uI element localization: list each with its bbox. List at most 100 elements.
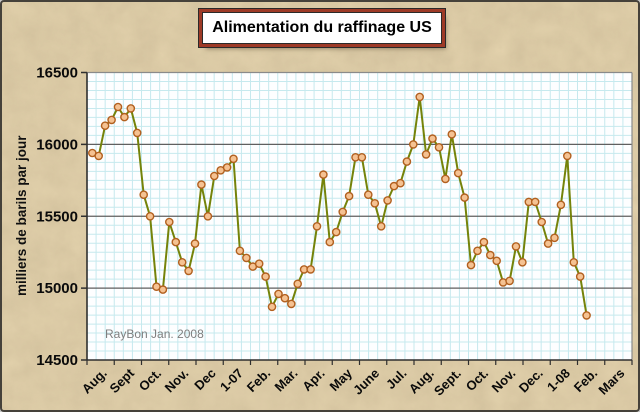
data-point-marker <box>222 163 232 172</box>
x-tick-label: Nov. <box>162 366 192 396</box>
data-point-marker <box>479 237 489 247</box>
data-point-marker <box>492 256 502 266</box>
data-point-marker <box>569 257 579 267</box>
x-tick-label: Nov. <box>489 366 519 396</box>
data-point-marker <box>120 112 129 122</box>
data-point-marker <box>530 197 540 207</box>
data-point-marker <box>286 299 296 309</box>
data-point-marker <box>441 174 450 184</box>
x-tick-label: Dec. <box>516 366 546 396</box>
data-point-marker <box>376 221 386 231</box>
data-point-marker <box>184 266 193 276</box>
data-point-marker <box>242 253 251 263</box>
x-tick-label: Mars <box>595 366 627 398</box>
data-point-marker <box>511 242 521 251</box>
y-tick-label: 14500 <box>36 352 78 369</box>
data-point-marker <box>453 168 463 178</box>
data-point-marker <box>518 257 527 267</box>
x-tick-label: Mar. <box>271 366 300 395</box>
data-point-marker <box>485 250 495 260</box>
data-point-marker <box>209 171 219 181</box>
data-point-marker <box>363 190 373 199</box>
data-point-marker <box>421 150 431 159</box>
x-tick-label: Oct. <box>136 366 164 394</box>
data-point-marker <box>338 207 348 217</box>
data-point-markers <box>88 92 591 320</box>
data-point-marker <box>344 191 354 201</box>
data-point-marker <box>267 302 277 312</box>
data-point-marker <box>550 233 559 243</box>
data-point-marker <box>402 157 412 166</box>
data-point-marker <box>100 121 110 130</box>
x-tick-label: Oct. <box>463 366 491 394</box>
data-point-marker <box>357 152 367 162</box>
data-point-marker <box>428 134 437 143</box>
data-point-marker <box>132 128 142 138</box>
data-point-marker <box>505 276 514 286</box>
data-point-marker <box>447 129 457 139</box>
y-tick-labels: 16500 16000 15500 15000 14500 <box>36 65 87 369</box>
data-point-marker <box>177 257 187 267</box>
data-point-marker <box>280 293 290 303</box>
chart-title: Alimentation du raffinage US <box>212 19 432 36</box>
data-point-marker <box>319 170 328 179</box>
data-point-marker <box>164 217 174 227</box>
major-gridlines <box>87 143 632 289</box>
data-point-marker <box>190 239 200 248</box>
data-point-marker <box>145 211 155 221</box>
data-point-marker <box>203 211 213 221</box>
y-axis-title: milliers de barils par jour <box>14 135 29 296</box>
data-point-marker <box>537 217 547 227</box>
y-tick-label: 15500 <box>36 208 78 225</box>
data-point-marker <box>235 246 245 256</box>
data-point-marker <box>113 102 123 112</box>
data-point-marker <box>171 237 181 247</box>
data-point-marker <box>556 200 566 210</box>
data-point-marker <box>466 260 476 270</box>
data-point-marker <box>370 198 380 208</box>
data-point-marker <box>261 272 270 281</box>
data-point-marker <box>306 265 315 274</box>
data-point-marker <box>415 92 425 102</box>
data-point-marker <box>139 190 148 199</box>
x-tick-label: 1-07 <box>217 366 246 395</box>
data-point-marker <box>383 196 392 205</box>
data-point-marker <box>473 246 482 256</box>
data-point-marker <box>126 104 136 113</box>
watermark-text: RayBon Jan. 2008 <box>105 327 204 341</box>
data-point-marker <box>543 239 553 248</box>
x-tick-label: May <box>327 365 356 394</box>
x-tick-label: 1-08 <box>544 366 573 395</box>
data-point-marker <box>460 193 469 202</box>
x-tick-label: Aug. <box>406 366 437 397</box>
data-point-marker <box>408 140 418 149</box>
x-tick-label: Dec <box>191 366 218 393</box>
x-tick-label: Aug. <box>79 366 110 397</box>
x-tick-label: Sept. <box>431 366 464 399</box>
data-point-marker <box>434 142 444 152</box>
data-point-marker <box>563 151 572 161</box>
data-point-marker <box>274 289 283 299</box>
data-point-marker <box>582 311 591 320</box>
data-point-marker <box>575 272 585 281</box>
x-tick-label: Jul. <box>383 366 409 392</box>
x-tick-label: Sept <box>106 365 137 396</box>
data-point-marker <box>94 151 103 161</box>
y-tick-label: 16500 <box>36 65 78 82</box>
y-tick-label: 15000 <box>36 280 78 297</box>
x-tick-label: June <box>350 366 382 398</box>
data-point-marker <box>312 221 322 231</box>
data-point-marker <box>197 180 206 189</box>
data-point-marker <box>325 237 335 247</box>
chart-title-box: Alimentation du raffinage US <box>202 12 442 44</box>
x-tick-label: Feb. <box>571 366 601 396</box>
data-point-marker <box>229 154 238 164</box>
data-point-marker <box>107 115 116 125</box>
data-point-marker <box>331 227 341 237</box>
data-point-marker <box>254 259 264 269</box>
x-tick-label: Feb. <box>244 366 274 396</box>
data-point-marker <box>396 178 405 188</box>
